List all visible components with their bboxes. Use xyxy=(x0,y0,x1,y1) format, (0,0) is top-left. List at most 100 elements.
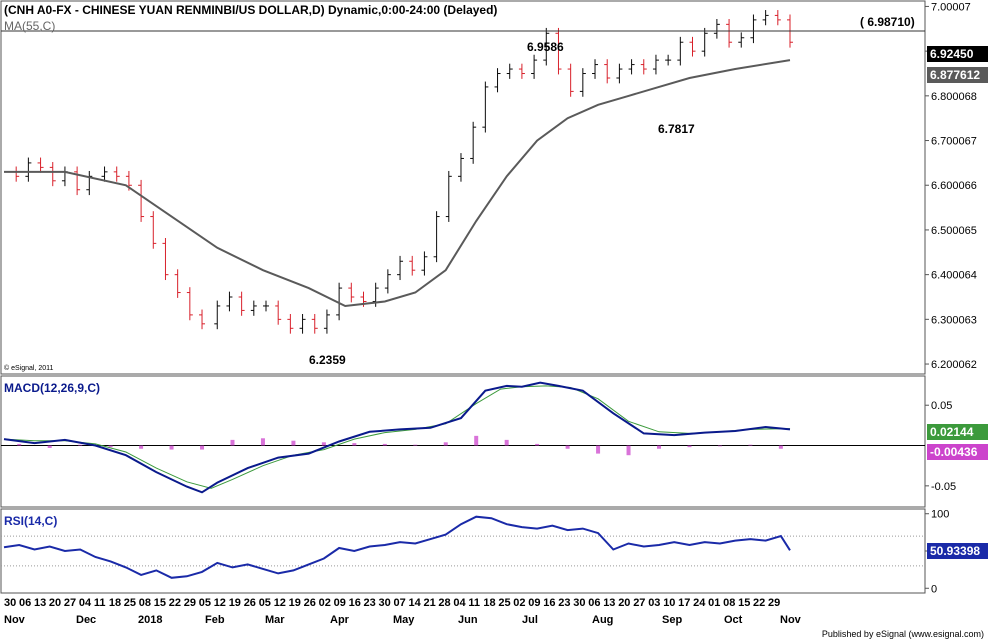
annotation-low: 6.2359 xyxy=(309,353,346,367)
x-tick-label: 13 xyxy=(603,597,615,609)
price-bar xyxy=(150,211,157,249)
macd-histogram-bar xyxy=(596,445,601,454)
x-month-label: Nov xyxy=(4,614,26,626)
x-tick-label: 15 xyxy=(154,597,166,609)
price-bar xyxy=(86,170,93,196)
x-tick-label: 06 xyxy=(588,597,600,609)
macd-y-tick-label: -0.05 xyxy=(931,481,956,493)
ma-value: 6.877612 xyxy=(930,68,980,82)
x-tick-label: 23 xyxy=(364,597,376,609)
price-y-tick-label: 6.400064 xyxy=(931,270,977,282)
rsi-series-layer xyxy=(1,515,925,579)
price-bar xyxy=(677,36,684,66)
macd-histogram-bar xyxy=(382,443,387,446)
x-tick-label: 01 xyxy=(708,597,720,609)
x-tick-label: 21 xyxy=(424,597,436,609)
price-bar xyxy=(774,10,781,26)
x-tick-label: 04 xyxy=(453,597,466,609)
x-tick-label: 29 xyxy=(184,597,196,609)
chart-title: (CNH A0-FX - CHINESE YUAN RENMINBI/US DO… xyxy=(4,3,497,17)
annotation-high: 6.9586 xyxy=(527,40,564,54)
price-bar xyxy=(214,300,221,330)
x-month-label: 2018 xyxy=(138,614,162,626)
x-tick-label: 26 xyxy=(244,597,256,609)
x-month-label: Oct xyxy=(724,614,743,626)
x-month-label: Sep xyxy=(662,614,682,626)
x-tick-label: 19 xyxy=(289,597,301,609)
price-y-tick-label: 6.300063 xyxy=(931,314,977,326)
price-bar xyxy=(616,63,623,84)
macd-label: MACD(12,26,9,C) xyxy=(4,381,100,395)
price-bar xyxy=(37,157,44,173)
macd-signal-line xyxy=(3,385,791,489)
price-bar xyxy=(409,255,416,276)
price-bar xyxy=(579,68,586,97)
macd-histogram-bar xyxy=(17,443,22,446)
macd-histogram-bar xyxy=(535,443,540,446)
macd-histogram-bar xyxy=(413,444,418,446)
price-bar xyxy=(275,300,282,325)
x-tick-label: 27 xyxy=(64,597,76,609)
x-tick-label: 06 xyxy=(19,597,31,609)
x-tick-label: 07 xyxy=(394,597,406,609)
price-bar xyxy=(238,291,245,316)
x-tick-label: 22 xyxy=(753,597,765,609)
price-series-layer xyxy=(4,10,793,334)
x-tick-label: 02 xyxy=(319,597,331,609)
x-axis: 30 06 13 20 27 04 11 18 25 08 15 22 29 05 12 19 26 05 12 19… xyxy=(1,592,925,626)
x-tick-label: 16 xyxy=(543,597,555,609)
price-bar xyxy=(113,166,120,182)
price-bar xyxy=(226,291,233,312)
price-bar xyxy=(74,166,81,196)
x-tick-label: 12 xyxy=(214,597,226,609)
x-tick-label: 18 xyxy=(109,597,121,609)
price-bar xyxy=(287,313,294,334)
x-tick-label: 24 xyxy=(693,597,706,609)
price-bar xyxy=(701,27,708,57)
price-bar xyxy=(567,63,574,97)
price-bar xyxy=(25,157,32,182)
price-bar xyxy=(726,18,733,48)
x-tick-label: 27 xyxy=(633,597,645,609)
x-month-label: Feb xyxy=(205,614,225,626)
ma-value-box xyxy=(927,67,988,83)
macd-y-axis: 0.05 -0.05 xyxy=(925,400,956,493)
price-bar xyxy=(101,166,108,182)
x-tick-label: 30 xyxy=(573,597,585,609)
macd-panel-frame xyxy=(0,375,926,508)
macd-histogram-bar xyxy=(230,439,235,446)
price-bar xyxy=(421,251,428,276)
macd-histogram-bar xyxy=(139,445,144,449)
x-tick-label: 25 xyxy=(498,597,510,609)
rsi-y-tick-label: 100 xyxy=(931,509,949,521)
price-panel-frame xyxy=(0,0,926,375)
price-bar xyxy=(348,282,355,303)
macd-histogram-bar xyxy=(565,445,570,449)
price-bar xyxy=(263,300,269,312)
rsi-value-box xyxy=(927,543,988,559)
x-month-label: Nov xyxy=(780,614,802,626)
x-tick-label: 11 xyxy=(94,597,106,609)
price-bar xyxy=(652,54,659,75)
price-y-tick-label: 6.800068 xyxy=(931,91,977,103)
x-tick-label: 17 xyxy=(678,597,690,609)
rsi-panel-frame xyxy=(0,508,926,594)
price-bar xyxy=(299,313,306,334)
macd-histogram-bar xyxy=(78,444,83,446)
price-bar xyxy=(482,81,489,133)
price-bar xyxy=(592,59,599,79)
price-bar xyxy=(384,269,391,294)
price-bar xyxy=(311,313,318,334)
price-bar xyxy=(555,27,562,75)
price-bar xyxy=(713,18,720,39)
x-tick-label: 22 xyxy=(169,597,181,609)
x-tick-label: 20 xyxy=(618,597,630,609)
x-tick-label: 23 xyxy=(558,597,570,609)
price-y-tick-label: 6.500065 xyxy=(931,225,977,237)
price-y-tick-label: 6.600066 xyxy=(931,180,977,192)
x-tick-label: 03 xyxy=(648,597,660,609)
price-bar xyxy=(174,269,181,298)
macd-series-layer xyxy=(1,381,925,494)
price-bar xyxy=(543,27,550,66)
macd-histogram-bar xyxy=(717,445,722,447)
